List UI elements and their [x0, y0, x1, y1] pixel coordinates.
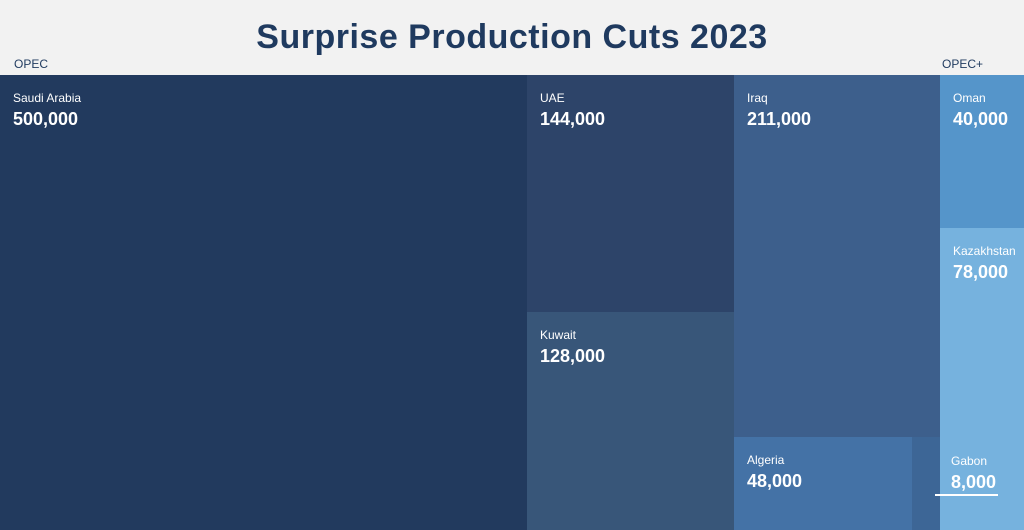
tile-label-oman: Oman [953, 91, 986, 105]
tile-uae[interactable]: UAE 144,000 [527, 75, 734, 312]
tile-label-uae: UAE [540, 91, 565, 105]
group-label-opec-plus: OPEC+ [942, 57, 984, 71]
tile-value-gabon: 8,000 [951, 472, 997, 492]
tile-label-algeria: Algeria [747, 453, 785, 467]
tile-kazakhstan[interactable]: Kazakhstan 78,000 [940, 228, 1024, 438]
tile-saudi-arabia[interactable]: Saudi Arabia 500,000 [0, 75, 527, 530]
treemap-chart: Saudi Arabia 500,000 UAE 144,000 Kuwait 128,0… [0, 75, 1024, 530]
group-label-opec: OPEC [14, 57, 49, 71]
tile-iraq[interactable]: Iraq 211,000 [734, 75, 940, 437]
tile-algeria[interactable]: Algeria 48,000 [734, 437, 912, 530]
tile-label-kuwait: Kuwait [540, 328, 577, 342]
gabon-underline [935, 494, 998, 496]
tile-value-uae: 144,000 [540, 109, 606, 129]
tile-label-iraq: Iraq [747, 91, 768, 105]
tile-label-gabon: Gabon [951, 454, 988, 468]
chart-title: Surprise Production Cuts 2023 [256, 18, 768, 56]
tile-gabon[interactable]: Gabon 8,000 [940, 438, 1024, 530]
tile-kuwait[interactable]: Kuwait 128,000 [527, 312, 734, 530]
tile-value-kazakhstan: 78,000 [953, 262, 1009, 282]
tile-value-saudi-arabia: 500,000 [13, 109, 79, 129]
tile-label-saudi-arabia: Saudi Arabia [13, 91, 82, 105]
tile-value-oman: 40,000 [953, 109, 1009, 129]
tile-unlabeled[interactable] [912, 437, 940, 530]
tile-value-kuwait: 128,000 [540, 346, 606, 366]
tile-value-iraq: 211,000 [747, 109, 812, 129]
tile-oman[interactable]: Oman 40,000 [940, 75, 1024, 228]
tile-value-algeria: 48,000 [747, 471, 803, 491]
tile-label-kazakhstan: Kazakhstan [953, 244, 1016, 258]
